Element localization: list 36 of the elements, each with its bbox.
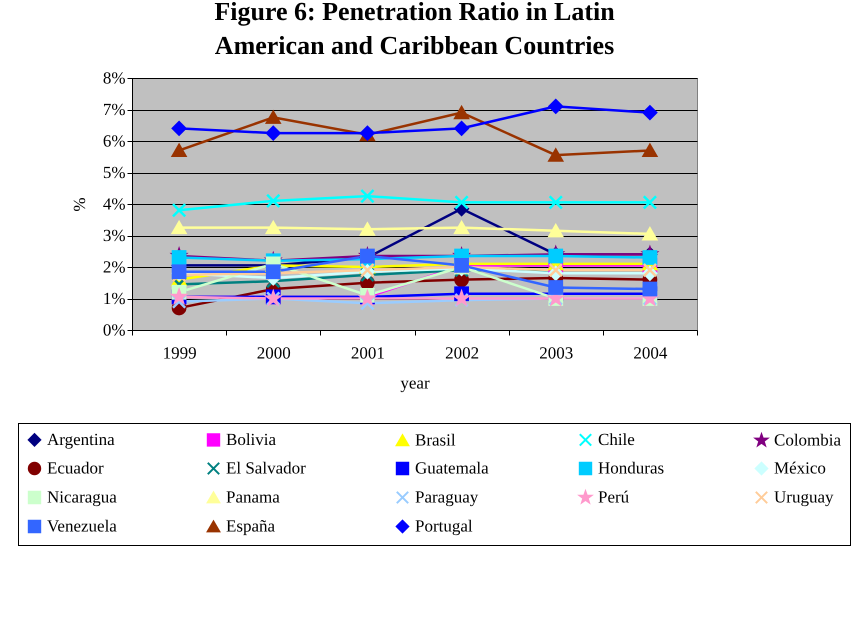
legend-label: Argentina (47, 430, 116, 449)
x-tick-label: 2004 (633, 344, 668, 362)
x-tick-label: 2001 (350, 344, 385, 362)
y-tick-label: 3% (102, 226, 126, 245)
chart-title: Figure 6: Penetration Ratio in Latin American and Caribbean Countries (214, 0, 616, 60)
y-tick-label: 8% (102, 68, 126, 88)
legend-label: Portugal (415, 516, 473, 536)
legend-label: Venezuela (47, 516, 118, 536)
y-tick-label: 7% (102, 100, 126, 119)
legend-label: España (226, 516, 276, 536)
y-tick-label: 0% (102, 320, 126, 340)
legend-label: Ecuador (47, 458, 104, 478)
legend-label: Panama (226, 488, 280, 506)
legend-label: Brasil (415, 430, 456, 450)
legend-label: Nicaragua (47, 488, 118, 506)
legend-label: Bolivia (226, 430, 277, 449)
y-axis-title: % (70, 197, 89, 212)
legend-label: Uruguay (774, 488, 834, 506)
legend-label: Perú (598, 488, 630, 506)
x-tick-label: 1999 (162, 344, 197, 362)
x-axis-title: year (400, 374, 430, 392)
legend-label: Chile (598, 430, 635, 449)
legend-label: Paraguay (415, 488, 479, 506)
y-tick-label: 1% (102, 289, 126, 308)
x-tick-label: 2000 (256, 344, 291, 362)
legend-label: El Salvador (226, 458, 306, 478)
legend-label: Guatemala (415, 458, 490, 478)
legend-label: Honduras (598, 458, 664, 478)
x-tick-label: 2003 (539, 344, 574, 362)
y-tick-label: 4% (102, 194, 126, 214)
y-tick-label: 2% (102, 258, 126, 276)
y-tick-label: 6% (102, 132, 126, 150)
y-tick-label: 5% (102, 163, 126, 182)
legend-label: Colombia (774, 430, 842, 450)
legend-label: México (774, 458, 826, 478)
x-tick-label: 2002 (445, 344, 480, 362)
